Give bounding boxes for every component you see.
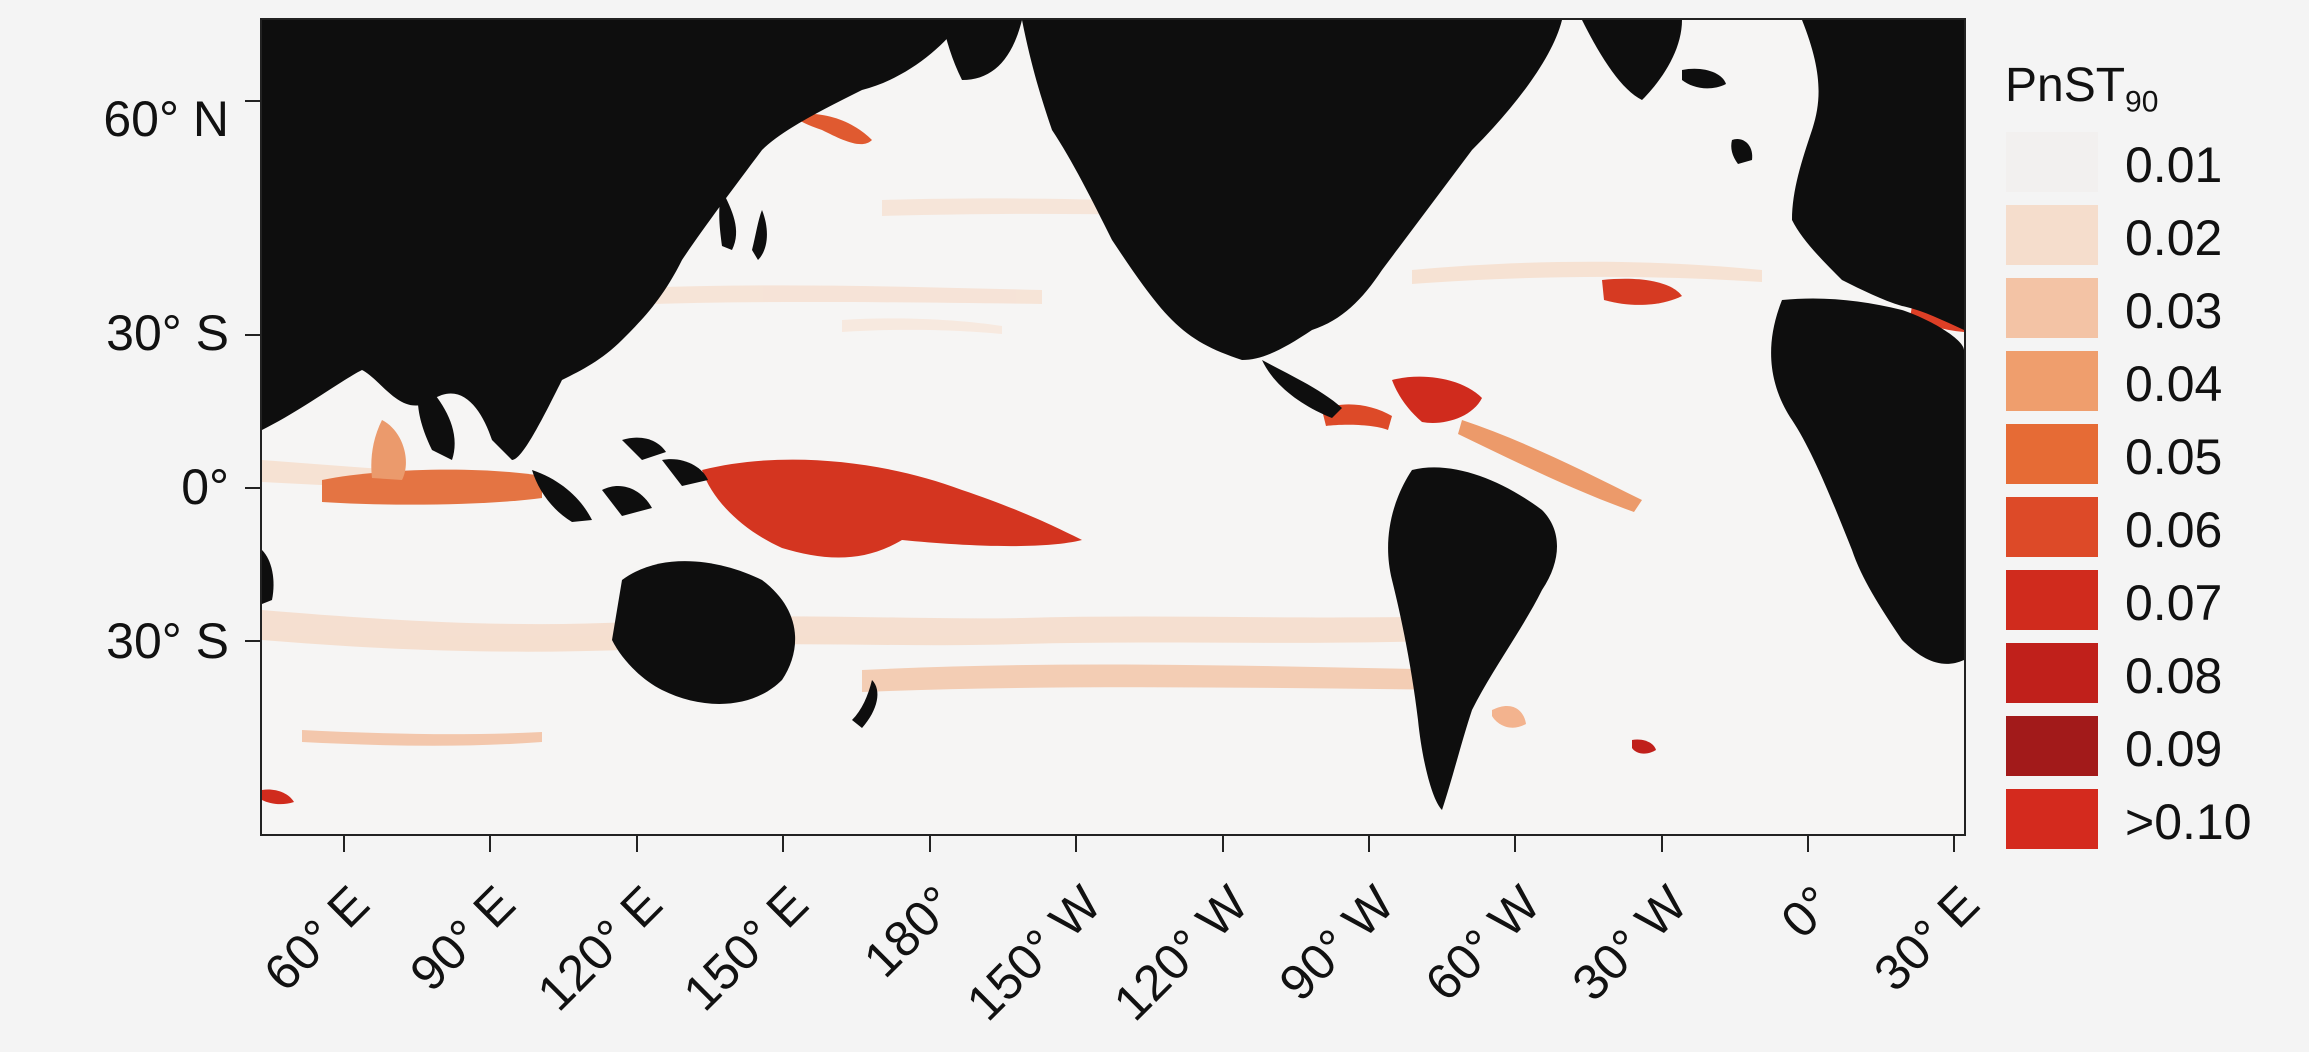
land: [262, 20, 1964, 810]
x-tick-60w: [1514, 836, 1516, 852]
legend-swatch-1: [2006, 132, 2098, 192]
legend-label-7: 0.07: [2125, 575, 2223, 631]
legend-label-6: 0.06: [2125, 502, 2223, 558]
world-map: [262, 20, 1964, 834]
pnst-hotspots: [262, 113, 1964, 805]
y-label-30s: 30° S: [106, 613, 229, 669]
legend-swatch-10: [2006, 789, 2098, 849]
x-tick-180: [929, 836, 931, 852]
x-tick-30e: [1953, 836, 1955, 852]
y-label-30n: 30° S: [106, 305, 229, 361]
y-tick-30s: [245, 640, 260, 642]
legend-swatch-3: [2006, 278, 2098, 338]
x-tick-30w: [1661, 836, 1663, 852]
legend-title: PnST90: [2005, 58, 2158, 120]
x-label-90w: 90° W: [1268, 875, 1405, 1012]
x-tick-120e: [636, 836, 638, 852]
x-label-120e: 120° E: [526, 875, 673, 1022]
legend-title-main: PnST: [2005, 59, 2126, 112]
legend-title-subscript: 90: [2125, 85, 2159, 119]
legend-swatch-7: [2006, 570, 2098, 630]
x-label-150e: 150° E: [672, 875, 819, 1022]
legend-swatch-2: [2006, 205, 2098, 265]
legend-label-10: >0.10: [2125, 794, 2252, 850]
x-tick-90w: [1368, 836, 1370, 852]
x-tick-0: [1807, 836, 1809, 852]
x-label-60w: 60° W: [1414, 875, 1551, 1012]
x-label-150w: 150° W: [955, 875, 1112, 1032]
legend-label-9: 0.09: [2125, 721, 2223, 777]
y-label-0: 0°: [181, 459, 229, 515]
x-tick-150w: [1075, 836, 1077, 852]
x-label-90e: 90° E: [399, 875, 526, 1002]
legend-swatch-6: [2006, 497, 2098, 557]
map-panel: [260, 18, 1966, 836]
y-tick-60n: [245, 100, 260, 102]
legend-label-3: 0.03: [2125, 283, 2223, 339]
y-tick-0: [245, 487, 260, 489]
x-label-60e: 60° E: [253, 875, 380, 1002]
x-label-180: 180°: [853, 875, 966, 988]
legend-swatch-5: [2006, 424, 2098, 484]
legend-label-2: 0.02: [2125, 210, 2223, 266]
legend-swatch-8: [2006, 643, 2098, 703]
legend-swatch-4: [2006, 351, 2098, 411]
x-label-30e: 30° E: [1863, 875, 1990, 1002]
x-label-0: 0°: [1770, 875, 1844, 949]
x-tick-120w: [1222, 836, 1224, 852]
legend-swatch-9: [2006, 716, 2098, 776]
x-label-120w: 120° W: [1102, 875, 1259, 1032]
x-label-30w: 30° W: [1561, 875, 1698, 1012]
x-tick-60e: [343, 836, 345, 852]
x-tick-90e: [489, 836, 491, 852]
legend-label-4: 0.04: [2125, 356, 2223, 412]
legend-label-8: 0.08: [2125, 648, 2223, 704]
y-tick-30n: [245, 334, 260, 336]
x-tick-150e: [782, 836, 784, 852]
y-label-60n: 60° N: [103, 91, 229, 147]
legend-label-5: 0.05: [2125, 429, 2223, 485]
legend-label-1: 0.01: [2125, 137, 2223, 193]
